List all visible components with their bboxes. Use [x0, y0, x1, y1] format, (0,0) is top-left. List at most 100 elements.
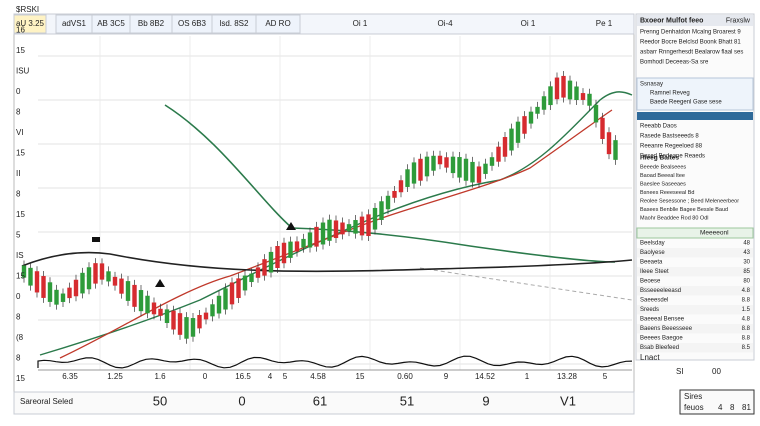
candle-body — [353, 220, 358, 234]
candle-body — [151, 302, 157, 315]
bottom-right-box — [679, 389, 755, 415]
y-axis-label: 5 — [16, 231, 21, 240]
candle-body — [281, 242, 287, 264]
candle-body — [418, 158, 423, 181]
panel-stat: Maohr Beaddee Rod 80 Odl — [640, 215, 709, 221]
signal-marker — [286, 222, 296, 230]
y-axis-label: 15 — [16, 46, 25, 55]
row-label: Bsab Bleefeed — [640, 345, 679, 351]
candle-body — [600, 117, 605, 139]
candle-body — [340, 222, 345, 235]
panel-summary: Baede Reegenl Gase sese — [650, 100, 722, 106]
candle-body — [502, 137, 508, 157]
toolbar-button[interactable] — [255, 14, 301, 34]
signal-marker — [155, 279, 165, 287]
toolbar-button[interactable] — [13, 14, 47, 34]
panel-detail: Reeabb Daos — [640, 124, 677, 130]
toolbar-label[interactable]: OS 6B3 — [178, 19, 207, 28]
row-value: 80 — [743, 279, 750, 285]
x-axis-label: 13.28 — [557, 372, 578, 381]
candle-body — [424, 156, 430, 177]
candle-body — [242, 275, 248, 291]
row-value: 8.8 — [742, 326, 751, 332]
panel-title: Bxoeor Mulfot feeo — [640, 17, 703, 24]
panel-stat: Beeede Bealseees — [640, 164, 686, 170]
candle-body — [249, 273, 254, 283]
row-label: Bsseeeeleeasd — [640, 288, 681, 294]
candle-body — [216, 295, 222, 314]
toolbar-label[interactable]: Bb 8B2 — [138, 19, 165, 28]
row-label: Baolyese — [640, 250, 665, 256]
candle-body — [203, 312, 209, 320]
candle-body — [554, 77, 560, 100]
panel-summary: Ssnasay — [640, 82, 663, 88]
candle-body — [567, 80, 573, 100]
x-axis-label: 14.52 — [475, 372, 496, 381]
candle-body — [47, 282, 53, 302]
panel-summary: Ramnel Reveg — [650, 91, 690, 97]
row-value: 1.5 — [742, 307, 751, 313]
candle-body — [476, 166, 482, 183]
row-label: Baeens Beeesseee — [640, 326, 693, 332]
candle-body — [522, 116, 527, 134]
candle-body — [106, 271, 111, 282]
panel-bar — [637, 112, 753, 120]
y-axis-label: 15 — [16, 374, 25, 383]
candle-body — [21, 265, 27, 278]
toolbar-label[interactable]: lsd. 8S2 — [220, 19, 249, 28]
panel-detail: Rasede Bastseeeds 8 — [640, 134, 699, 140]
toolbar-label[interactable]: AB 3C5 — [97, 19, 125, 28]
toolbar-label[interactable]: Oi 1 — [521, 19, 536, 28]
candle-body — [450, 156, 456, 174]
y-axis-label: VI — [16, 128, 24, 137]
candle-body — [171, 310, 176, 330]
toolbar-label[interactable]: Oi-4 — [437, 19, 453, 28]
candle-body — [223, 288, 228, 310]
box-side: 00 — [712, 367, 721, 376]
y-axis-label: 0 — [16, 87, 21, 96]
y-axis-label: 8 — [16, 190, 21, 199]
candle-body — [210, 304, 215, 317]
panel-text: asbarr Rnngerhesdt Bealarow flaal ses — [640, 50, 743, 56]
candle-body — [93, 263, 98, 284]
grid — [38, 36, 632, 371]
y-axis-label: II — [16, 169, 20, 178]
candle-body — [528, 111, 534, 124]
table-row — [637, 343, 753, 353]
candle-body — [398, 180, 404, 193]
row-label: Beeaeta — [640, 260, 663, 266]
toolbar-label[interactable]: Oi 1 — [353, 19, 368, 28]
candle-body — [158, 308, 163, 316]
candle-body — [574, 86, 579, 100]
row-value: 8.8 — [742, 298, 751, 304]
candle-body — [496, 146, 501, 162]
row-label: Baeeeal Bensee — [640, 317, 685, 323]
candle-body — [541, 96, 547, 110]
candle-body — [437, 155, 443, 165]
trend-line — [419, 267, 633, 301]
candle-body — [112, 276, 118, 286]
toolbar-label[interactable]: adVS1 — [62, 19, 87, 28]
row-value: 48 — [743, 241, 750, 247]
row-label: Saeeesdel — [640, 298, 668, 304]
panel-detail: Reeanre Regeeloed 88 — [640, 144, 703, 150]
toolbar-label[interactable]: AD RO — [265, 19, 290, 28]
candle-body — [463, 158, 469, 181]
candle-body — [411, 162, 417, 184]
candle-body — [346, 224, 352, 232]
bottom-label: 50 — [153, 393, 167, 408]
candle-body — [197, 314, 202, 329]
row-label: Sreeds — [640, 307, 659, 313]
table-row — [637, 248, 753, 258]
table-row — [637, 286, 753, 296]
candle-body — [177, 313, 183, 335]
candle-body — [535, 106, 540, 114]
candle-body — [54, 289, 59, 305]
candle-body — [28, 267, 33, 286]
candle-body — [145, 295, 150, 314]
row-label: Beeees Baegoe — [640, 336, 683, 342]
toolbar-label[interactable]: aU 3.25 — [16, 19, 45, 28]
toolbar-label[interactable]: Pe 1 — [596, 19, 613, 28]
candle-body — [379, 201, 384, 220]
candle-body — [580, 93, 586, 100]
